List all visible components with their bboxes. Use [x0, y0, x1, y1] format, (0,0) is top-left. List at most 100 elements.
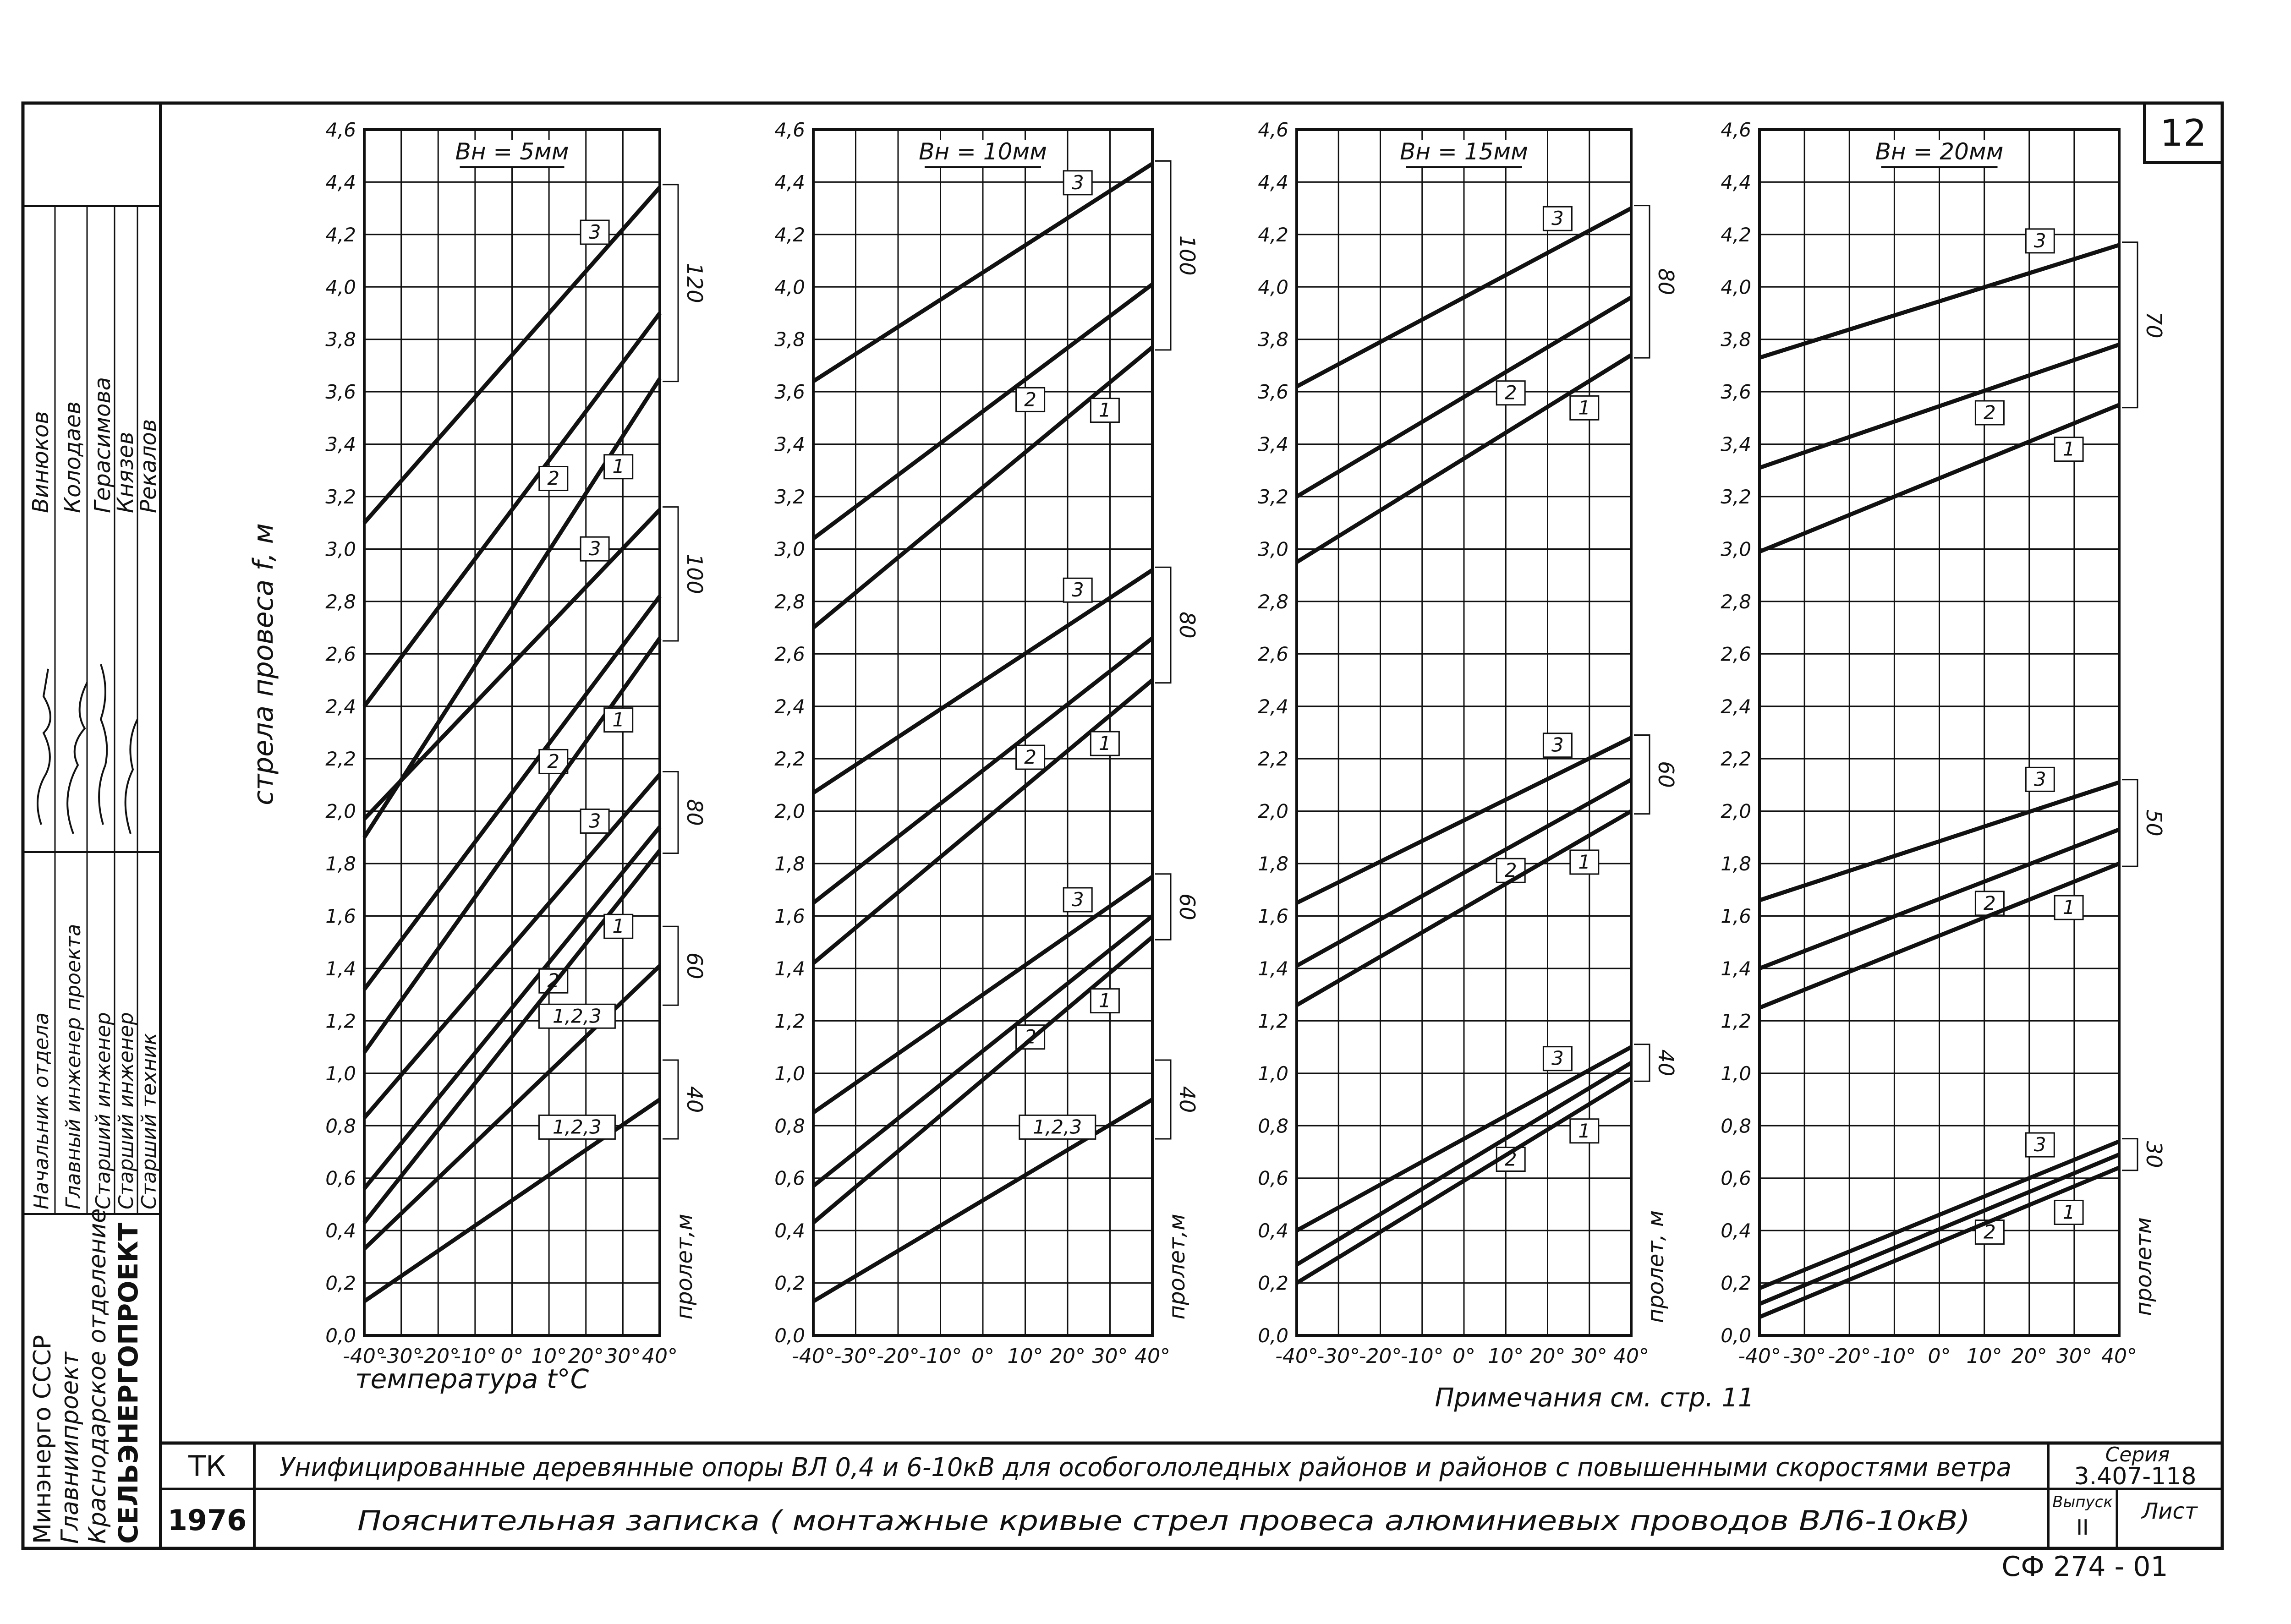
series-line — [812, 678, 1154, 965]
curve-label-box — [2025, 228, 2055, 254]
y-tick-label: 0,0 — [325, 1324, 356, 1347]
staff-name: Рекалов — [136, 419, 161, 513]
y-tick-label: 2,0 — [1258, 800, 1288, 823]
doc-title: Унифицированные деревянные опоры ВЛ 0,4 … — [280, 1453, 2011, 1482]
y-tick-label: 0,6 — [774, 1167, 805, 1190]
y-tick-label: 0,6 — [325, 1167, 356, 1190]
x-tick-label: 30° — [2056, 1345, 2092, 1368]
span-group: 3 2 1 100 — [362, 506, 707, 1054]
span-value: 40 — [682, 1086, 707, 1113]
y-tick-label: 2,4 — [774, 695, 805, 718]
y-tick-label: 4,6 — [1258, 119, 1288, 141]
chart-panel: 0,0 0,2 0,4 0,6 0,8 1,0 1,2 1,4 1,6 1,8 2,0 2,2 2,4 2… — [325, 119, 707, 1368]
y-tick-label: 4,0 — [774, 276, 805, 298]
staff-role: Главный инженер проекта — [62, 924, 85, 1209]
series-line — [812, 568, 1154, 795]
curve-label: 3 — [1551, 207, 1564, 230]
issue-label: Выпуск — [2052, 1493, 2113, 1511]
chart-title: Bн = 10мм — [919, 138, 1047, 165]
x-axis-title: температура t°C — [355, 1363, 589, 1394]
series-line — [362, 826, 662, 1190]
y-tick-label: 3,2 — [325, 486, 356, 508]
plot-border — [812, 128, 1154, 1337]
x-tick-label: 30° — [605, 1345, 641, 1368]
staff-role: Старший техник — [137, 1033, 161, 1209]
curve-label: 3 — [2034, 768, 2046, 790]
curve-label-box — [538, 1003, 616, 1029]
x-tick-label: -30° — [1783, 1345, 1826, 1368]
series-line — [362, 186, 662, 525]
span-bracket — [1155, 873, 1172, 940]
curve-label: 2 — [1984, 892, 1996, 914]
sheet-label: Лист — [2141, 1498, 2198, 1524]
y-tick-label: 0,4 — [1721, 1219, 1751, 1242]
curve-label-box — [580, 536, 610, 562]
y-tick-label: 0,2 — [774, 1272, 805, 1295]
y-tick-label: 2,0 — [774, 800, 805, 823]
y-tick-label: 0,2 — [1258, 1272, 1288, 1295]
y-tick-label: 1,0 — [774, 1062, 805, 1085]
y-tick-label: 4,0 — [1258, 276, 1288, 298]
series-line — [1296, 736, 1632, 905]
curve-label: 3 — [1551, 1047, 1564, 1070]
y-tick-label: 4,4 — [325, 171, 356, 193]
curve-label-box — [603, 454, 634, 480]
series-line — [1295, 1077, 1633, 1285]
curve-label-box — [1019, 1114, 1096, 1140]
y-tick-label: 3,0 — [325, 538, 356, 560]
y-tick-label: 0,0 — [1721, 1324, 1751, 1347]
grid — [1296, 129, 1632, 1336]
curve-label: 1 — [1578, 396, 1590, 419]
chart-panel: 0,0 0,2 0,4 0,6 0,8 1,0 1,2 1,4 1,6 1,8 2,0 2,2 2,4 2… — [774, 119, 1200, 1368]
curve-label: 3 — [1072, 579, 1084, 601]
x-tick-label: 10° — [1488, 1345, 1524, 1368]
doc-code: ТК — [188, 1449, 226, 1483]
staff-name: Винюков — [28, 411, 54, 513]
x-tick-label: 40° — [2101, 1345, 2137, 1368]
series-line — [362, 773, 662, 1120]
y-tick-label: 3,8 — [1258, 328, 1288, 351]
y-tick-label: 3,6 — [1721, 381, 1751, 403]
curve-label: 2 — [1024, 746, 1036, 768]
x-tick-label: -10° — [454, 1345, 497, 1368]
y-tick-label: 4,2 — [774, 224, 805, 246]
y-tick-label: 3,2 — [1721, 486, 1751, 508]
y-tick-label: 2,2 — [325, 748, 356, 770]
y-tick-label: 2,6 — [774, 643, 805, 665]
y-tick-label: 0,0 — [774, 1324, 805, 1347]
chart-title-bg — [455, 140, 569, 168]
chart-panel: 0,0 0,2 0,4 0,6 0,8 1,0 1,2 1,4 1,6 1,8 2,0 2,2 2,4 2… — [1721, 119, 2166, 1368]
span-value: 120 — [682, 263, 707, 303]
curve-label: 2 — [547, 750, 559, 772]
y-tick-label: 1,6 — [1721, 905, 1751, 928]
y-tick-label: 3,4 — [774, 433, 805, 456]
series-line — [812, 935, 1154, 1225]
y-tick-label: 3,4 — [1721, 433, 1751, 456]
chart-title-bg — [1401, 140, 1527, 168]
y-tick-label: 2,2 — [1721, 748, 1751, 770]
span-value: 100 — [1175, 235, 1200, 276]
y-tick-label: 2,6 — [325, 643, 356, 665]
y-tick-label: 4,0 — [1721, 276, 1751, 298]
chart-panel: 0,0 0,2 0,4 0,6 0,8 1,0 1,2 1,4 1,6 1,8 2,0 2,2 2,4 2… — [1258, 119, 1678, 1368]
series-line — [362, 595, 662, 991]
curve-label: 2 — [1024, 388, 1036, 410]
span-group: 1,2,3 40 — [812, 1059, 1200, 1303]
org-block: Минэнерго СССР Главниипроект Краснодарск… — [29, 1208, 144, 1544]
y-tick-label: 0,4 — [774, 1219, 805, 1242]
y-tick-label: 3,4 — [325, 433, 356, 456]
span-bracket — [663, 771, 679, 854]
span-bracket — [2122, 779, 2138, 867]
curve-label: 3 — [589, 809, 601, 832]
span-bracket — [1155, 566, 1172, 684]
sheet-frame — [21, 101, 2224, 1550]
span-value: 50 — [2142, 809, 2166, 837]
series-line — [1295, 778, 1633, 968]
x-tick-label: 10° — [1967, 1345, 2002, 1368]
y-tick-label: 1,4 — [1721, 957, 1751, 980]
y-tick-label: 0,0 — [1258, 1324, 1288, 1347]
curve-label-box — [1063, 170, 1093, 196]
